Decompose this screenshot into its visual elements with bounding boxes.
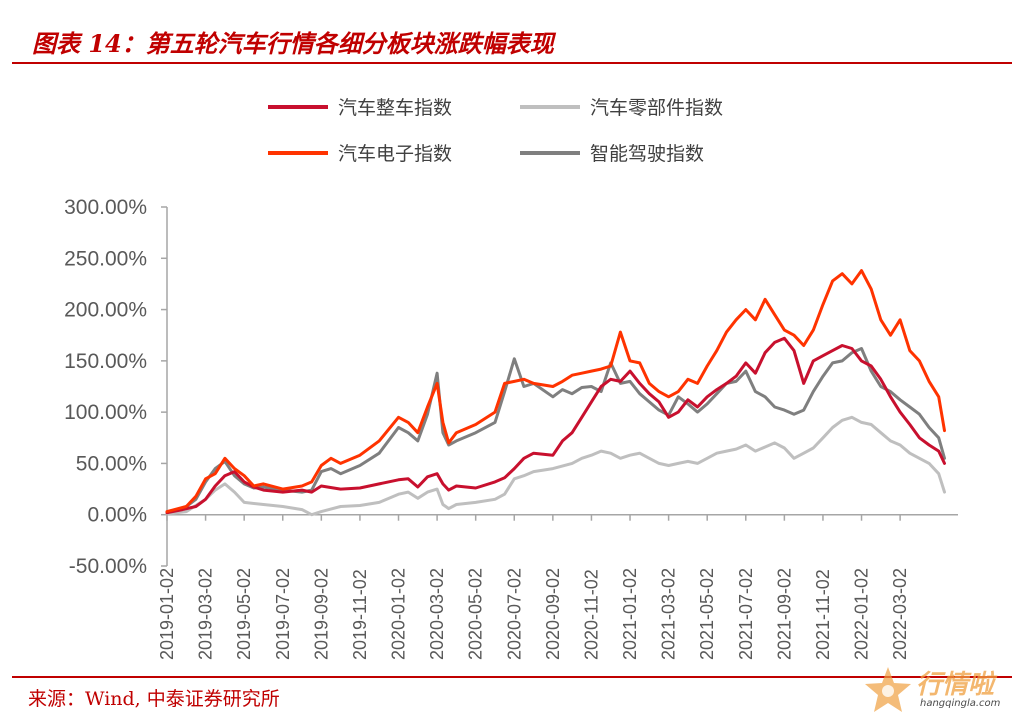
source-note: 来源：Wind, 中泰证券研究所	[28, 688, 280, 710]
page-title: 图表 14：第五轮汽车行情各细分板块涨跌幅表现	[32, 29, 554, 58]
x-tick-label: 2020-03-02	[427, 568, 447, 660]
y-tick-label: 150.00%	[64, 350, 147, 373]
x-tick-label: 2021-09-02	[774, 568, 794, 660]
footer-divider	[12, 676, 1012, 678]
x-tick-label: 2019-05-02	[234, 568, 254, 660]
watermark: 行情啦 hangqingla.com	[860, 662, 1020, 718]
x-tick-label: 2020-05-02	[466, 568, 486, 660]
x-tick-label: 2019-07-02	[273, 568, 293, 660]
x-tick-label: 2021-05-02	[697, 568, 717, 660]
x-tick-label: 2020-01-02	[389, 568, 409, 660]
y-tick-label: 0.00%	[87, 504, 147, 527]
x-tick-label: 2019-11-02	[350, 569, 370, 660]
legend-label-2: 汽车电子指数	[338, 143, 452, 165]
series-lines	[165, 269, 946, 517]
y-tick-label: 100.00%	[64, 401, 147, 424]
y-tick-label: 200.00%	[64, 299, 147, 322]
series-line-0	[165, 336, 946, 515]
x-tick-label: 2019-09-02	[311, 568, 331, 660]
x-tick-label: 2022-01-02	[852, 568, 872, 660]
x-tick-label: 2022-03-02	[890, 568, 910, 660]
series-line-3	[165, 347, 946, 515]
watermark-site: hangqingla.com	[920, 698, 1001, 709]
x-axis: 2019-01-02 2019-03-02 2019-05-02 2019-07-02…	[157, 513, 958, 660]
legend-label-1: 汽车零部件指数	[590, 97, 723, 119]
series-line-2	[165, 269, 946, 514]
x-tick-label: 2020-11-02	[581, 569, 601, 660]
legend-label-0: 汽车整车指数	[338, 97, 452, 119]
x-tick-label: 2021-01-02	[620, 568, 640, 660]
y-tick-label: 50.00%	[76, 452, 147, 475]
y-tick-label: 300.00%	[64, 196, 147, 219]
star-logo-icon	[865, 667, 911, 712]
watermark-brand: 行情啦	[916, 670, 995, 700]
x-tick-label: 2021-11-02	[813, 569, 833, 660]
y-tick-label: 250.00%	[64, 247, 147, 270]
x-tick-label: 2019-01-02	[157, 568, 177, 660]
y-axis: -50.00% 0.00% 50.00% 100.00% 150.00% 200.00% 2…	[64, 196, 168, 578]
x-tick-label: 2019-03-02	[196, 568, 216, 660]
series-line-1	[165, 415, 946, 517]
x-tick-label: 2020-09-02	[543, 568, 563, 660]
legend-label-3: 智能驾驶指数	[590, 143, 704, 165]
x-tick-label: 2021-07-02	[736, 568, 756, 660]
x-tick-label: 2021-03-02	[659, 568, 679, 660]
x-tick-label: 2020-07-02	[504, 568, 524, 660]
title-divider	[12, 62, 1012, 64]
y-tick-label: -50.00%	[69, 555, 147, 578]
